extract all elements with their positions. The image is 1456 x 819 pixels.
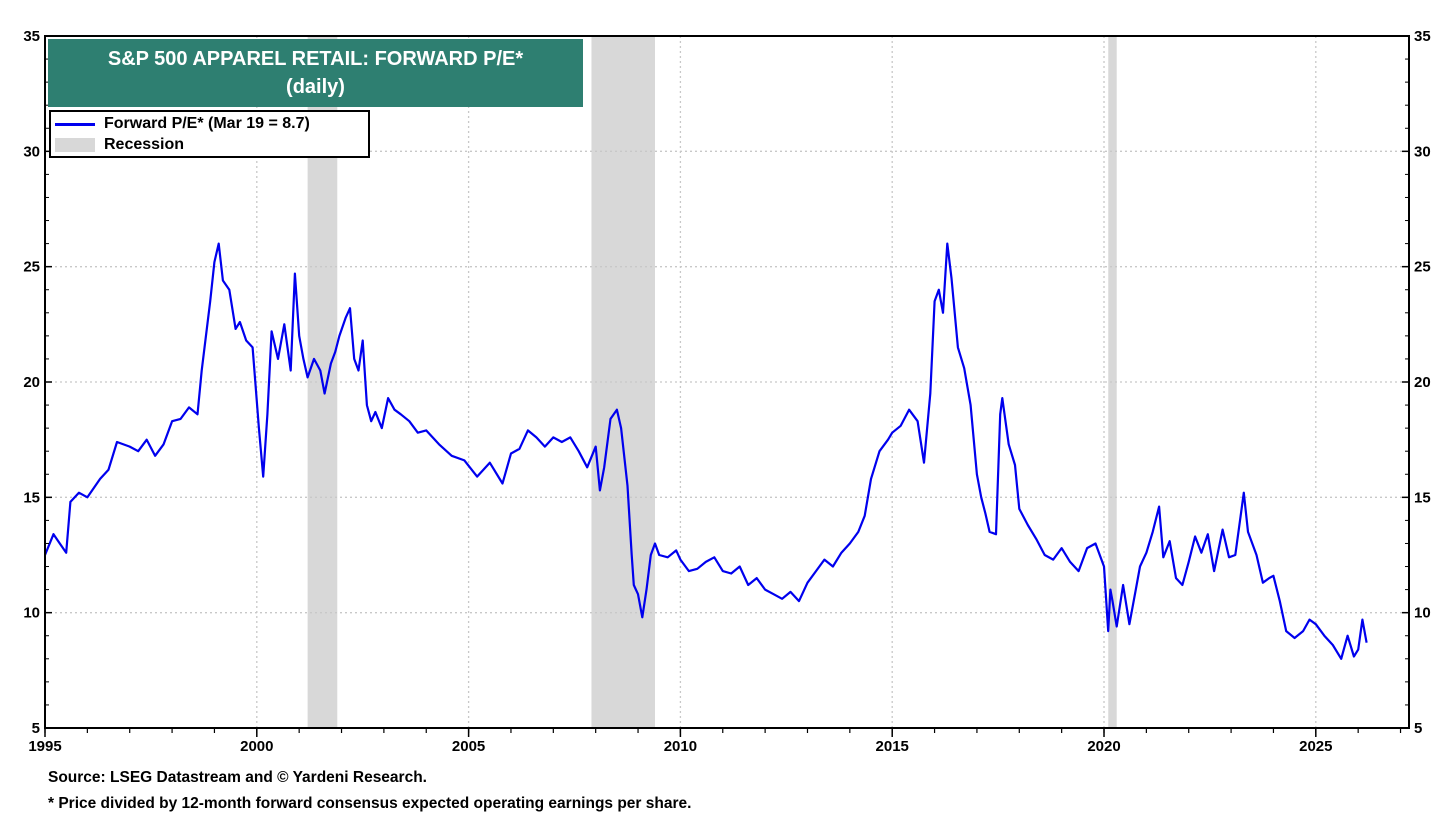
legend-item-forward-pe: Forward P/E* (Mar 19 = 8.7) — [55, 114, 310, 134]
gridlines — [45, 36, 1409, 728]
x-axis: 1995 2000 2005 2010 2015 2020 2025 — [28, 728, 1402, 755]
y-tick-label-right: 35 — [1414, 28, 1431, 45]
y-axis-left: 5 10 15 20 25 30 35 — [23, 28, 52, 737]
recession-band-2 — [591, 36, 655, 728]
y-tick-label-right: 15 — [1414, 489, 1431, 506]
y-tick-label-left: 10 — [23, 605, 40, 622]
y-tick-label-right: 10 — [1414, 605, 1431, 622]
y-tick-label-left: 5 — [32, 720, 40, 737]
y-tick-label-right: 30 — [1414, 143, 1431, 160]
x-tick-label: 2010 — [664, 738, 697, 755]
series-line-forward-pe — [43, 242, 1368, 660]
y-tick-label-left: 20 — [23, 374, 40, 391]
x-tick-label: 2000 — [240, 738, 273, 755]
legend: Forward P/E* (Mar 19 = 8.7) Recession — [49, 110, 370, 158]
y-tick-label-right: 20 — [1414, 374, 1431, 391]
legend-recession-swatch — [55, 138, 95, 152]
y-tick-label-right: 5 — [1414, 720, 1422, 737]
x-tick-label: 2015 — [876, 738, 909, 755]
legend-line-swatch — [55, 122, 95, 126]
x-tick-label: 1995 — [28, 738, 61, 755]
y-tick-label-left: 25 — [23, 259, 40, 276]
chart-title-box: S&P 500 APPAREL RETAIL: FORWARD P/E* (da… — [48, 39, 583, 107]
y-tick-label-left: 35 — [23, 28, 40, 45]
x-tick-label: 2005 — [452, 738, 485, 755]
footnote: * Price divided by 12-month forward cons… — [48, 795, 692, 812]
source-note: Source: LSEG Datastream and © Yardeni Re… — [48, 769, 427, 786]
x-tick-label: 2025 — [1299, 738, 1332, 755]
recession-band-3 — [1108, 36, 1117, 728]
y-axis-right: 5 10 15 20 25 30 35 — [1402, 28, 1431, 737]
y-tick-label-left: 30 — [23, 143, 40, 160]
chart-title: S&P 500 APPAREL RETAIL: FORWARD P/E* — [107, 48, 524, 70]
y-tick-label-left: 15 — [23, 489, 40, 506]
legend-item-recession: Recession — [55, 135, 184, 155]
x-tick-label: 2020 — [1087, 738, 1120, 755]
chart-subtitle: (daily) — [286, 76, 345, 98]
legend-label-forward-pe: Forward P/E* (Mar 19 = 8.7) — [104, 115, 310, 132]
legend-label-recession: Recession — [104, 136, 185, 153]
y-tick-label-right: 25 — [1414, 259, 1431, 276]
